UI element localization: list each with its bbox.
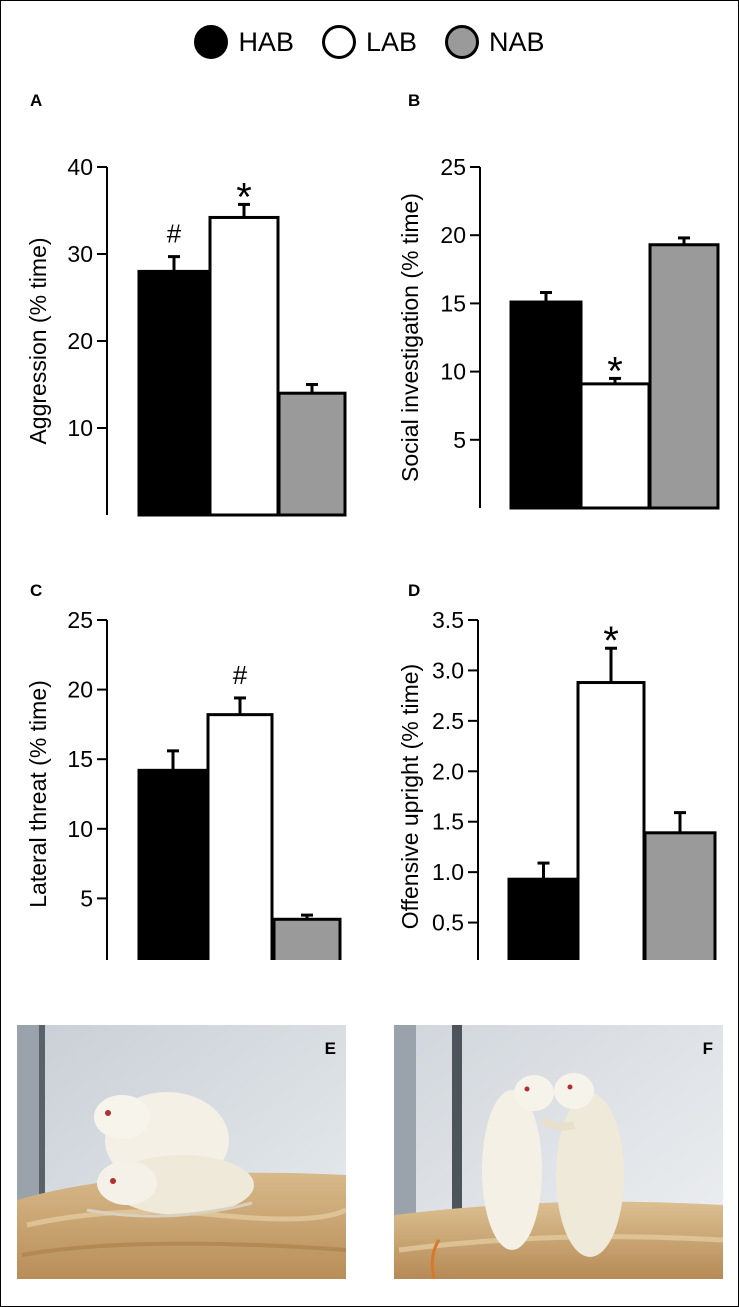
significance-mark-c-lab: #: [233, 660, 248, 690]
y-tick-label-a: 30: [67, 241, 93, 267]
panel-label-d: D: [408, 581, 420, 600]
y-axis-title-c: Lateral threat (% time): [25, 680, 51, 908]
panel-label-a: A: [30, 91, 42, 110]
y-tick-label-a: 10: [67, 415, 93, 441]
legend: HAB LAB NAB: [0, 22, 739, 62]
legend-label-lab: LAB: [365, 26, 418, 57]
significance-mark-a-hab: #: [167, 219, 182, 249]
y-tick-label-d: 0.5: [432, 910, 464, 936]
photo-e-image: [17, 1025, 346, 1279]
bar-d-lab: [576, 681, 646, 960]
y-tick-label-d: 1.5: [432, 809, 464, 835]
y-tick-label-c: 20: [67, 677, 93, 703]
bar-a-hab: [137, 269, 211, 517]
y-tick-label-a: 40: [67, 154, 93, 180]
y-tick-label-b: 10: [440, 359, 466, 385]
photo-e: E: [17, 1025, 346, 1279]
legend-label-hab: HAB: [238, 26, 294, 57]
y-axis-title-d: Offensive upright (% time): [397, 664, 423, 929]
charts-canvas: A 10 20 30 40 Aggression (% time) # * B 5 10 15 20 25…: [25, 91, 720, 960]
bar-c-nab: [272, 917, 342, 960]
y-axis-title-b: Social investigation (% time): [397, 193, 423, 482]
photo-e-label: E: [324, 1039, 336, 1058]
y-tick-label-c: 25: [67, 607, 93, 633]
y-tick-label-b: 25: [440, 154, 466, 180]
bar-a-nab: [277, 391, 347, 517]
bar-d-hab: [507, 877, 580, 960]
y-tick-label-b: 5: [453, 427, 466, 453]
y-tick-label-c: 5: [80, 885, 93, 911]
legend-swatch-lab: [321, 25, 356, 59]
bar-b-hab: [509, 300, 583, 510]
bar-a-lab: [208, 215, 280, 517]
bar-d-nab: [643, 831, 717, 960]
photo-f: F: [394, 1025, 723, 1279]
y-tick-label-d: 3.0: [432, 657, 464, 683]
legend-item-nab: NAB: [445, 25, 545, 59]
y-tick-label-a: 20: [67, 328, 93, 354]
photo-f-image: [394, 1025, 723, 1279]
legend-item-lab: LAB: [321, 25, 418, 59]
y-tick-label-b: 15: [440, 290, 466, 316]
bar-b-nab: [648, 243, 720, 510]
panel-label-c: C: [30, 581, 42, 600]
significance-mark-a-lab: *: [236, 175, 252, 219]
bar-c-hab: [137, 768, 209, 960]
y-tick-label-c: 15: [67, 746, 93, 772]
photo-f-label: F: [702, 1039, 713, 1058]
significance-mark-b-lab: *: [607, 349, 623, 393]
y-tick-label-c: 10: [67, 816, 93, 842]
y-tick-label-d: 2.0: [432, 758, 464, 784]
significance-mark-d-lab: *: [603, 619, 619, 663]
legend-swatch-hab: [194, 25, 229, 59]
bar-b-lab: [579, 382, 651, 510]
y-axis-title-a: Aggression (% time): [25, 237, 51, 444]
panel-label-b: B: [408, 91, 420, 110]
legend-item-hab: HAB: [194, 25, 294, 59]
y-tick-label-b: 20: [440, 222, 466, 248]
y-tick-label-d: 1.0: [432, 859, 464, 885]
bar-c-lab: [206, 713, 274, 960]
legend-label-nab: NAB: [489, 26, 545, 57]
y-tick-label-d: 3.5: [432, 607, 464, 633]
legend-swatch-nab: [445, 25, 480, 59]
y-tick-label-d: 2.5: [432, 708, 464, 734]
